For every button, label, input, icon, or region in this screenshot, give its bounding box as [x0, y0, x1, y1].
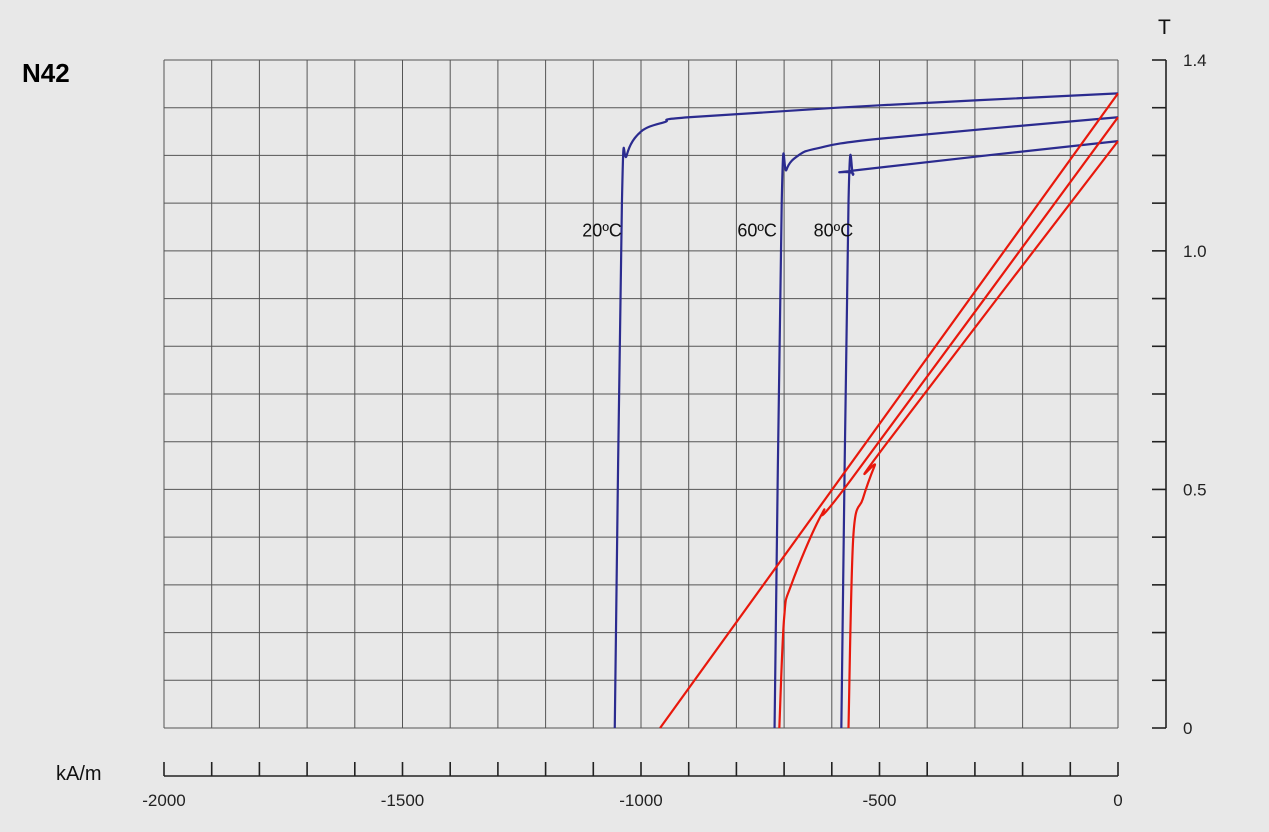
- x-tick-label: -2000: [142, 791, 185, 810]
- x-tick-label: -500: [862, 791, 896, 810]
- y-tick-label: 0.5: [1183, 480, 1207, 499]
- x-tick-label: 0: [1113, 791, 1122, 810]
- x-tick-label: -1500: [381, 791, 424, 810]
- axes: -2000 -1500 -1000 -500 0 0 0.5 1.0 1.4 kA/m T: [56, 16, 1207, 810]
- intrinsic-curve: [838, 140, 1119, 729]
- normal-curve: [847, 140, 1119, 729]
- x-axis-label: kA/m: [56, 763, 102, 785]
- x-tick-label: -1000: [619, 791, 662, 810]
- intrinsic-curve: [613, 92, 1119, 729]
- y-tick-label: 0: [1183, 719, 1192, 738]
- intrinsic-curve: [773, 116, 1119, 729]
- grid: [163, 59, 1119, 729]
- y-axis-label: T: [1158, 16, 1171, 39]
- y-tick-label: 1.4: [1183, 51, 1207, 70]
- temperature-label: 60ºC: [737, 221, 777, 241]
- normal-curve: [778, 116, 1119, 729]
- chart-title: N42: [22, 58, 70, 88]
- labels: 20ºC 60ºC 80ºC: [582, 221, 853, 241]
- y-tick-label: 1.0: [1183, 242, 1207, 261]
- curves: [613, 92, 1119, 729]
- normal-curve: [659, 92, 1119, 729]
- temperature-label: 20ºC: [582, 221, 622, 241]
- temperature-label: 80ºC: [814, 221, 854, 241]
